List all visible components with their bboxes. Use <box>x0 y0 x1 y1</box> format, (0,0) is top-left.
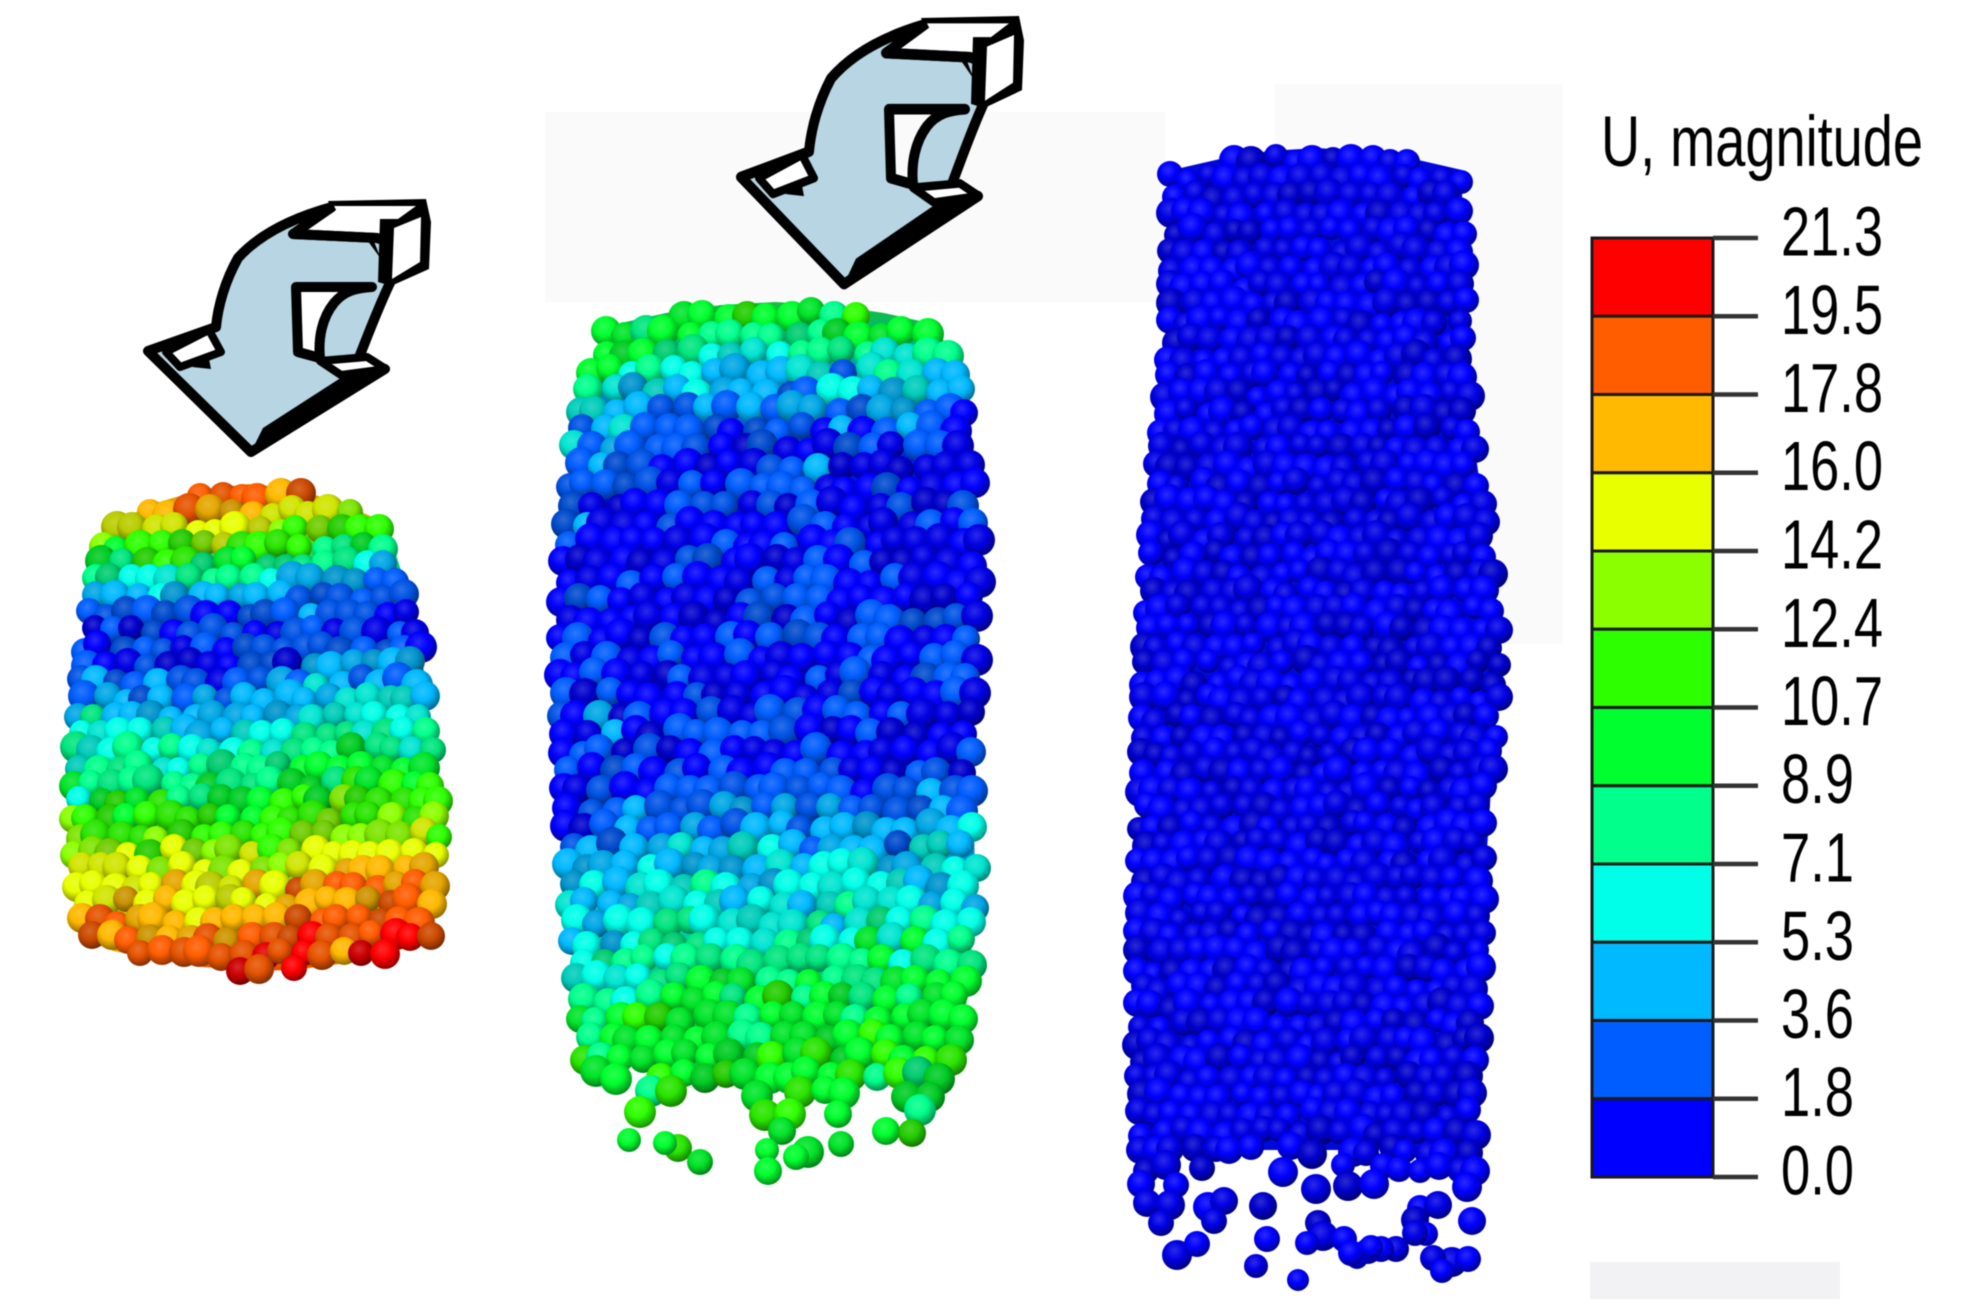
svg-text:19.5: 19.5 <box>1781 271 1883 349</box>
svg-text:U, magnitude: U, magnitude <box>1601 103 1923 182</box>
svg-text:5.3: 5.3 <box>1781 897 1854 975</box>
svg-text:7.1: 7.1 <box>1781 819 1854 897</box>
svg-text:14.2: 14.2 <box>1781 506 1883 584</box>
svg-text:16.0: 16.0 <box>1781 427 1883 505</box>
svg-text:10.7: 10.7 <box>1781 662 1883 740</box>
svg-text:8.9: 8.9 <box>1781 740 1854 818</box>
svg-text:12.4: 12.4 <box>1781 584 1883 662</box>
svg-text:3.6: 3.6 <box>1781 975 1854 1053</box>
svg-text:21.3: 21.3 <box>1781 193 1883 271</box>
svg-text:1.8: 1.8 <box>1781 1053 1854 1131</box>
svg-text:17.8: 17.8 <box>1781 349 1883 427</box>
svg-text:0.0: 0.0 <box>1781 1132 1854 1210</box>
